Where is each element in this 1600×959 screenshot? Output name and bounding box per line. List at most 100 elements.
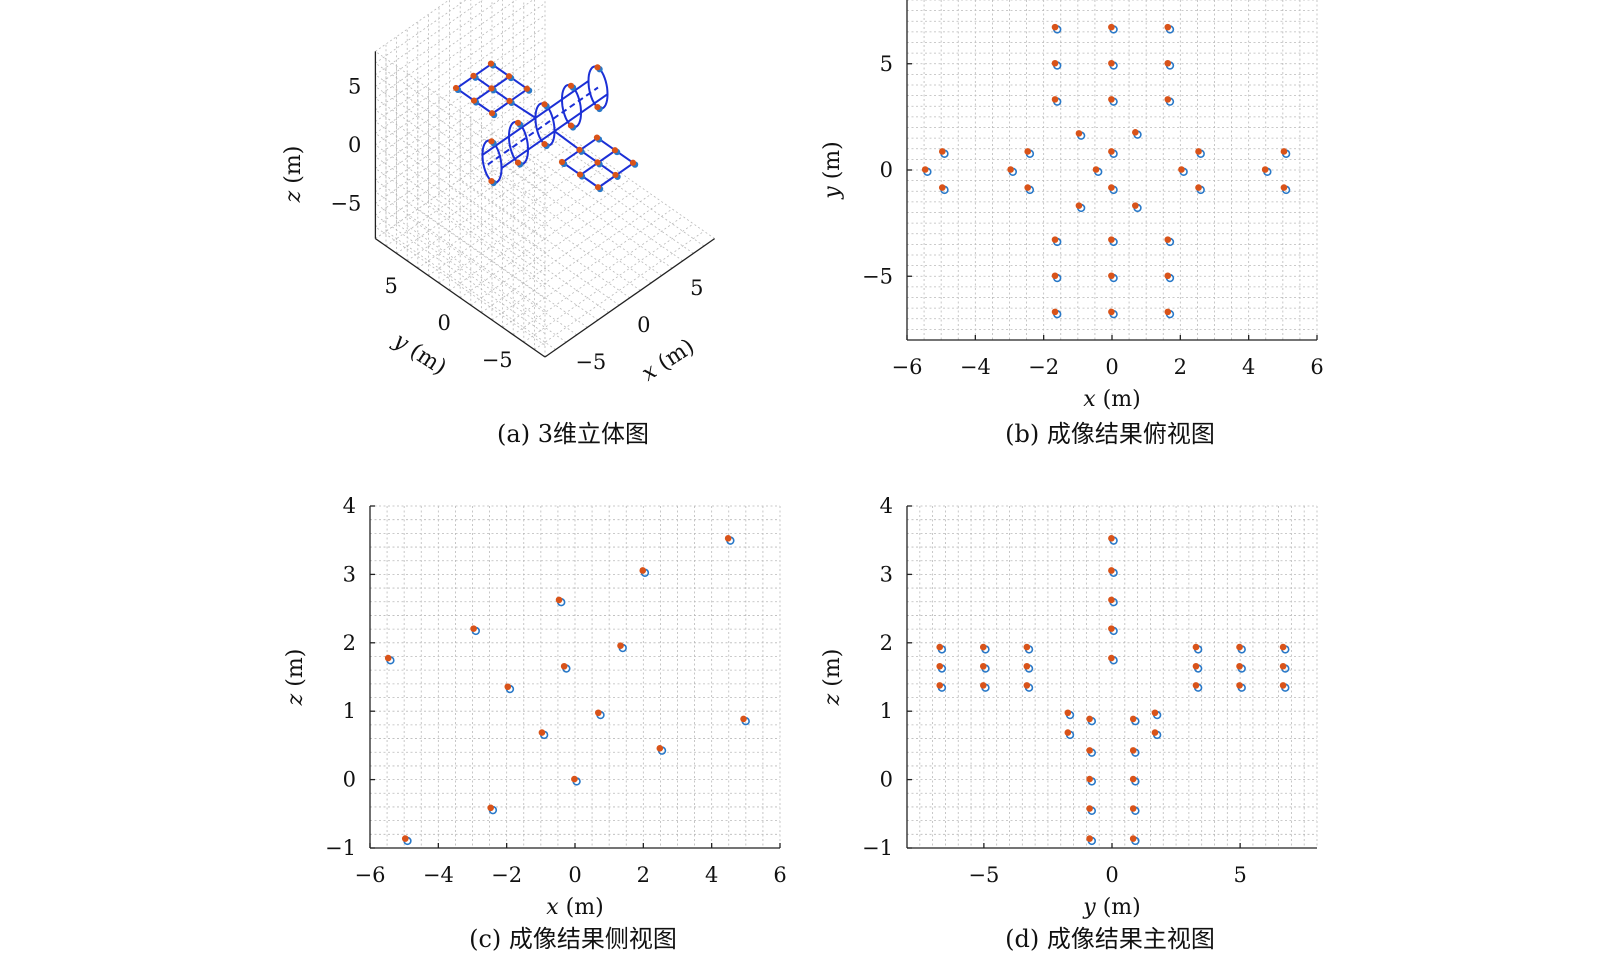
floor-grid [491, 156, 662, 276]
floor-grid [502, 149, 673, 269]
floor-grid [459, 179, 631, 299]
true-point-3d-24 [567, 82, 575, 89]
true-point-24 [1195, 184, 1202, 191]
y-tick-label: 0 [343, 768, 356, 792]
y-tick-label: −5 [482, 348, 513, 372]
true-point-14 [401, 835, 409, 842]
true-point-29 [1108, 236, 1115, 243]
true-point-30 [1164, 236, 1172, 243]
x-axis-label-unit: (m) [559, 895, 604, 920]
y-tick-label: 3 [880, 562, 893, 586]
true-point-27 [1132, 202, 1139, 209]
y-tick-label: 0 [438, 311, 451, 335]
true-point-15 [1236, 662, 1243, 670]
true-point-26 [1129, 715, 1137, 723]
x-tick-label: 6 [1310, 355, 1323, 379]
true-point-13 [1007, 166, 1014, 173]
true-point-14 [1092, 166, 1100, 173]
true-point-3d-15 [629, 159, 637, 166]
true-point-6 [1051, 96, 1059, 103]
x-tick-label: 0 [568, 863, 581, 887]
true-point-3d-22 [541, 101, 548, 108]
y-tick-label: 3 [343, 562, 356, 586]
wall-grid-x [375, 191, 546, 311]
true-point-3d-17 [593, 134, 601, 141]
true-point-28 [1151, 729, 1159, 736]
y-axis-label: z (m) [283, 649, 308, 707]
axis-3d [544, 238, 715, 358]
true-point-20 [1280, 148, 1288, 155]
true-point-20 [1192, 682, 1200, 689]
true-point-4 [1108, 654, 1115, 662]
x-tick-label: 5 [1233, 863, 1246, 887]
wall-grid-x [375, 121, 546, 241]
true-point-6 [979, 643, 987, 651]
wall-grid-x [375, 86, 546, 206]
y-axis-label: y (m) [388, 328, 451, 381]
x-tick-label: −5 [968, 863, 999, 887]
true-point-3d-18 [488, 138, 495, 145]
true-point-28 [1051, 236, 1059, 243]
wall-grid-x [375, 168, 546, 288]
true-point-3d-6 [523, 85, 531, 92]
true-point-21 [938, 184, 946, 191]
floor-grid [428, 156, 599, 276]
x-axis-label-var: x [1083, 387, 1096, 412]
caption-b: (b) 成像结果俯视图 [1005, 420, 1215, 448]
floor-grid [449, 186, 620, 306]
wall-grid-y [375, 2, 546, 122]
caption-c: (c) 成像结果侧视图 [469, 925, 677, 953]
true-point-4 [1108, 59, 1115, 67]
true-point-12 [921, 166, 929, 173]
z-tick-label: 0 [348, 133, 361, 157]
y-tick-label: −5 [862, 264, 893, 288]
floor-grid [491, 201, 662, 321]
x-tick-label: −4 [423, 863, 454, 887]
true-point-7 [1023, 643, 1031, 651]
true-point-22 [1024, 184, 1031, 191]
true-point-13 [487, 804, 494, 812]
true-point-35 [1108, 308, 1115, 316]
true-point-11 [936, 662, 944, 670]
true-point-3d-21 [514, 159, 522, 166]
true-point-3d-13 [594, 159, 601, 166]
true-point-24 [1151, 709, 1159, 717]
true-point-26 [1075, 202, 1083, 209]
true-point-23 [1064, 709, 1072, 717]
z-tick-label: −5 [330, 192, 361, 216]
x-tick-label: 6 [773, 863, 786, 887]
y-tick-label: 2 [880, 631, 893, 655]
true-point-10 [1132, 129, 1139, 136]
true-point-35 [1086, 835, 1093, 842]
true-point-1 [1108, 567, 1115, 574]
z-tick-label: 5 [348, 75, 361, 99]
true-point-3d-1 [470, 97, 478, 104]
true-point-0 [1051, 23, 1059, 31]
wall-grid-x [375, 156, 546, 276]
wall-grid-x [375, 97, 546, 217]
true-point-3d-19 [488, 178, 495, 185]
true-point-29 [1086, 747, 1093, 754]
y-axis-label-unit: (m) [283, 649, 308, 694]
y-axis-label-unit: (m) [820, 649, 845, 694]
floor-grid [470, 171, 641, 291]
true-point-0 [724, 535, 732, 542]
z-axis-label-unit: (m) [281, 146, 306, 191]
floor-grid [417, 149, 588, 269]
x-tick-label: 0 [1105, 863, 1118, 887]
floor-grid [406, 142, 578, 262]
true-point-3d-9 [594, 184, 602, 191]
x-axis-label: x (m) [637, 334, 699, 386]
true-point-12 [571, 775, 578, 783]
true-point-17 [936, 682, 944, 689]
true-point-11 [656, 745, 664, 752]
true-point-5 [384, 654, 392, 662]
true-point-3d-16 [611, 147, 619, 154]
x-axis-label-var: x [546, 895, 559, 920]
x-tick-label: −6 [892, 355, 923, 379]
wall-grid-x [375, 144, 546, 264]
true-point-8 [1192, 643, 1200, 651]
